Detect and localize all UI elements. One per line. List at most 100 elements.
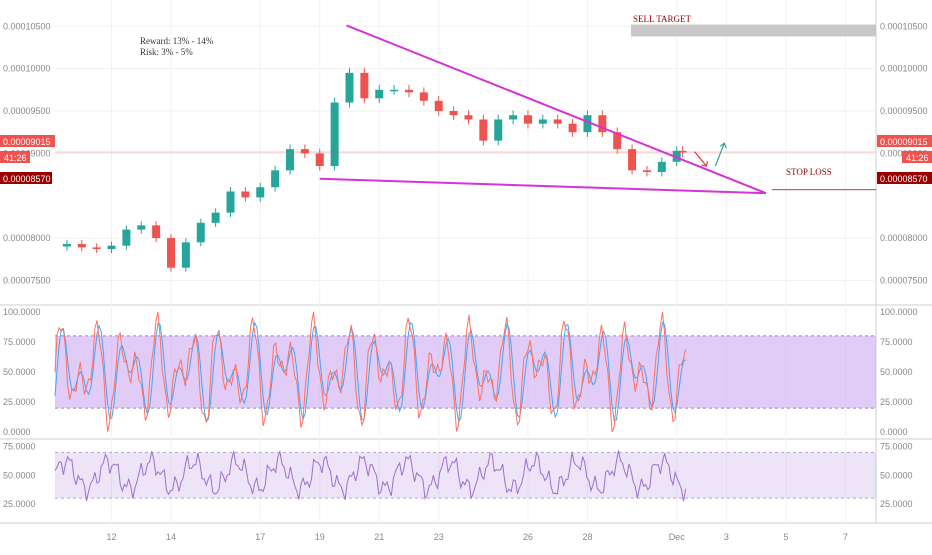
x-tick-label: 17 <box>255 532 265 542</box>
candle-body <box>285 149 294 171</box>
candle-body <box>628 149 637 171</box>
rsi-tick-label-left: 25.0000 <box>3 499 36 509</box>
rsi-tick-label-right: 75.0000 <box>880 442 913 452</box>
stoch-tick-label-right: 100.0000 <box>880 307 918 317</box>
x-tick-label: 7 <box>843 532 848 542</box>
price-tick-label-right: 0.00007500 <box>880 275 928 285</box>
candle-body <box>568 123 577 133</box>
axes-layer: 0.00010500 0.00010500 0.00010000 0.00010000… <box>3 21 928 542</box>
price-panel-bg <box>55 0 876 305</box>
stop-price-label-right: 0.00008570 <box>880 174 928 184</box>
stoch-tick-label-right: 75.0000 <box>880 337 913 347</box>
stop-price-label-left: 0.00008570 <box>3 174 51 184</box>
candle-body <box>211 212 220 223</box>
stop-price-badge-left <box>0 172 52 184</box>
x-tick-label: 28 <box>582 532 592 542</box>
candle-body <box>678 150 687 153</box>
overlay-layer <box>55 24 876 195</box>
candle-body <box>300 149 309 154</box>
current-price-badge-right <box>877 135 932 147</box>
candle-body <box>77 244 86 248</box>
stoch-tick-label-left: 75.0000 <box>3 337 36 347</box>
stochastic-panel <box>54 311 876 433</box>
candle-body <box>122 229 131 246</box>
candle-body <box>167 238 176 268</box>
candle-body <box>62 244 71 247</box>
countdown-label-right: 41:26 <box>906 153 929 163</box>
stoch-tick-label-right: 50.0000 <box>880 367 913 377</box>
rsi-tick-label-left: 50.0000 <box>3 470 36 480</box>
price-tick-label-right: 0.00010000 <box>880 64 928 74</box>
price-tick-label-right: 0.00009500 <box>880 106 928 116</box>
candle-body <box>657 161 666 172</box>
price-tick-label-right: 0.00010500 <box>880 21 928 31</box>
x-tick-label: Dec <box>669 532 686 542</box>
stoch-tick-label-left: 0.0000 <box>3 427 31 437</box>
candle-body <box>404 89 413 93</box>
rsi-line <box>54 449 687 502</box>
candle-body <box>419 92 428 101</box>
stoch-tick-label-right: 25.0000 <box>880 397 913 407</box>
candle-body <box>226 191 235 213</box>
candle-body <box>583 115 592 133</box>
up-arrow-shaft <box>714 142 725 167</box>
x-tick-label: 21 <box>374 532 384 542</box>
price-tick-label-left: 0.00010000 <box>3 64 51 74</box>
candle-body <box>598 115 607 133</box>
stoch-tick-label-left: 100.0000 <box>3 307 41 317</box>
candle-body <box>256 187 265 198</box>
rsi-band <box>55 452 876 499</box>
stop-loss-label: STOP LOSS <box>786 167 832 177</box>
price-tick-label-left: 0.00009500 <box>3 106 51 116</box>
stop-price-badge-right <box>877 172 932 184</box>
candle-body <box>241 191 250 198</box>
countdown-label-left: 41:26 <box>4 153 27 163</box>
candle-body <box>271 170 280 188</box>
countdown-badge-left <box>0 151 30 163</box>
candle-body <box>479 119 488 141</box>
price-tick-label-left: 0.00010500 <box>3 21 51 31</box>
candles-layer <box>62 67 687 272</box>
x-tick-label: 12 <box>107 532 117 542</box>
rsi-panel <box>54 449 876 502</box>
x-tick-label: 19 <box>315 532 325 542</box>
candle-body <box>538 119 547 124</box>
stoch-tick-label-right: 0.0000 <box>880 427 908 437</box>
candle-body <box>494 119 503 141</box>
stoch-k-line <box>54 311 687 433</box>
price-tick-label-left: 0.00007500 <box>3 275 51 285</box>
candle-body <box>181 242 190 268</box>
x-tick-label: 3 <box>724 532 729 542</box>
candle-body <box>464 115 473 120</box>
candle-body <box>107 245 116 250</box>
candle-body <box>315 153 324 167</box>
candle-body <box>449 110 458 116</box>
grid-layer <box>55 0 876 523</box>
candle-body <box>613 132 622 150</box>
candle-body <box>345 72 354 103</box>
stoch-tick-label-left: 50.0000 <box>3 367 36 377</box>
price-tick-label-left: 0.00008000 <box>3 233 51 243</box>
down-arrow-head <box>701 160 709 167</box>
sell-target-zone <box>631 24 876 37</box>
x-tick-label: 14 <box>166 532 176 542</box>
current-price-label-left: 0.00009015 <box>3 137 51 147</box>
candle-body <box>92 247 101 250</box>
candle-body <box>330 102 339 167</box>
rsi-tick-label-right: 50.0000 <box>880 470 913 480</box>
candle-body <box>553 119 562 124</box>
triangle-lower-trendline <box>319 177 766 195</box>
price-tick-label-right: 0.00008000 <box>880 233 928 243</box>
candle-body <box>196 222 205 243</box>
rsi-tick-label-right: 25.0000 <box>880 499 913 509</box>
countdown-badge-right <box>902 151 932 163</box>
stoch-tick-label-left: 25.0000 <box>3 397 36 407</box>
x-tick-label: 23 <box>434 532 444 542</box>
candle-body <box>642 170 651 172</box>
candle-body <box>672 150 681 162</box>
candle-body <box>152 225 161 239</box>
current-price-label-right: 0.00009015 <box>880 137 928 147</box>
candle-body <box>390 89 399 92</box>
